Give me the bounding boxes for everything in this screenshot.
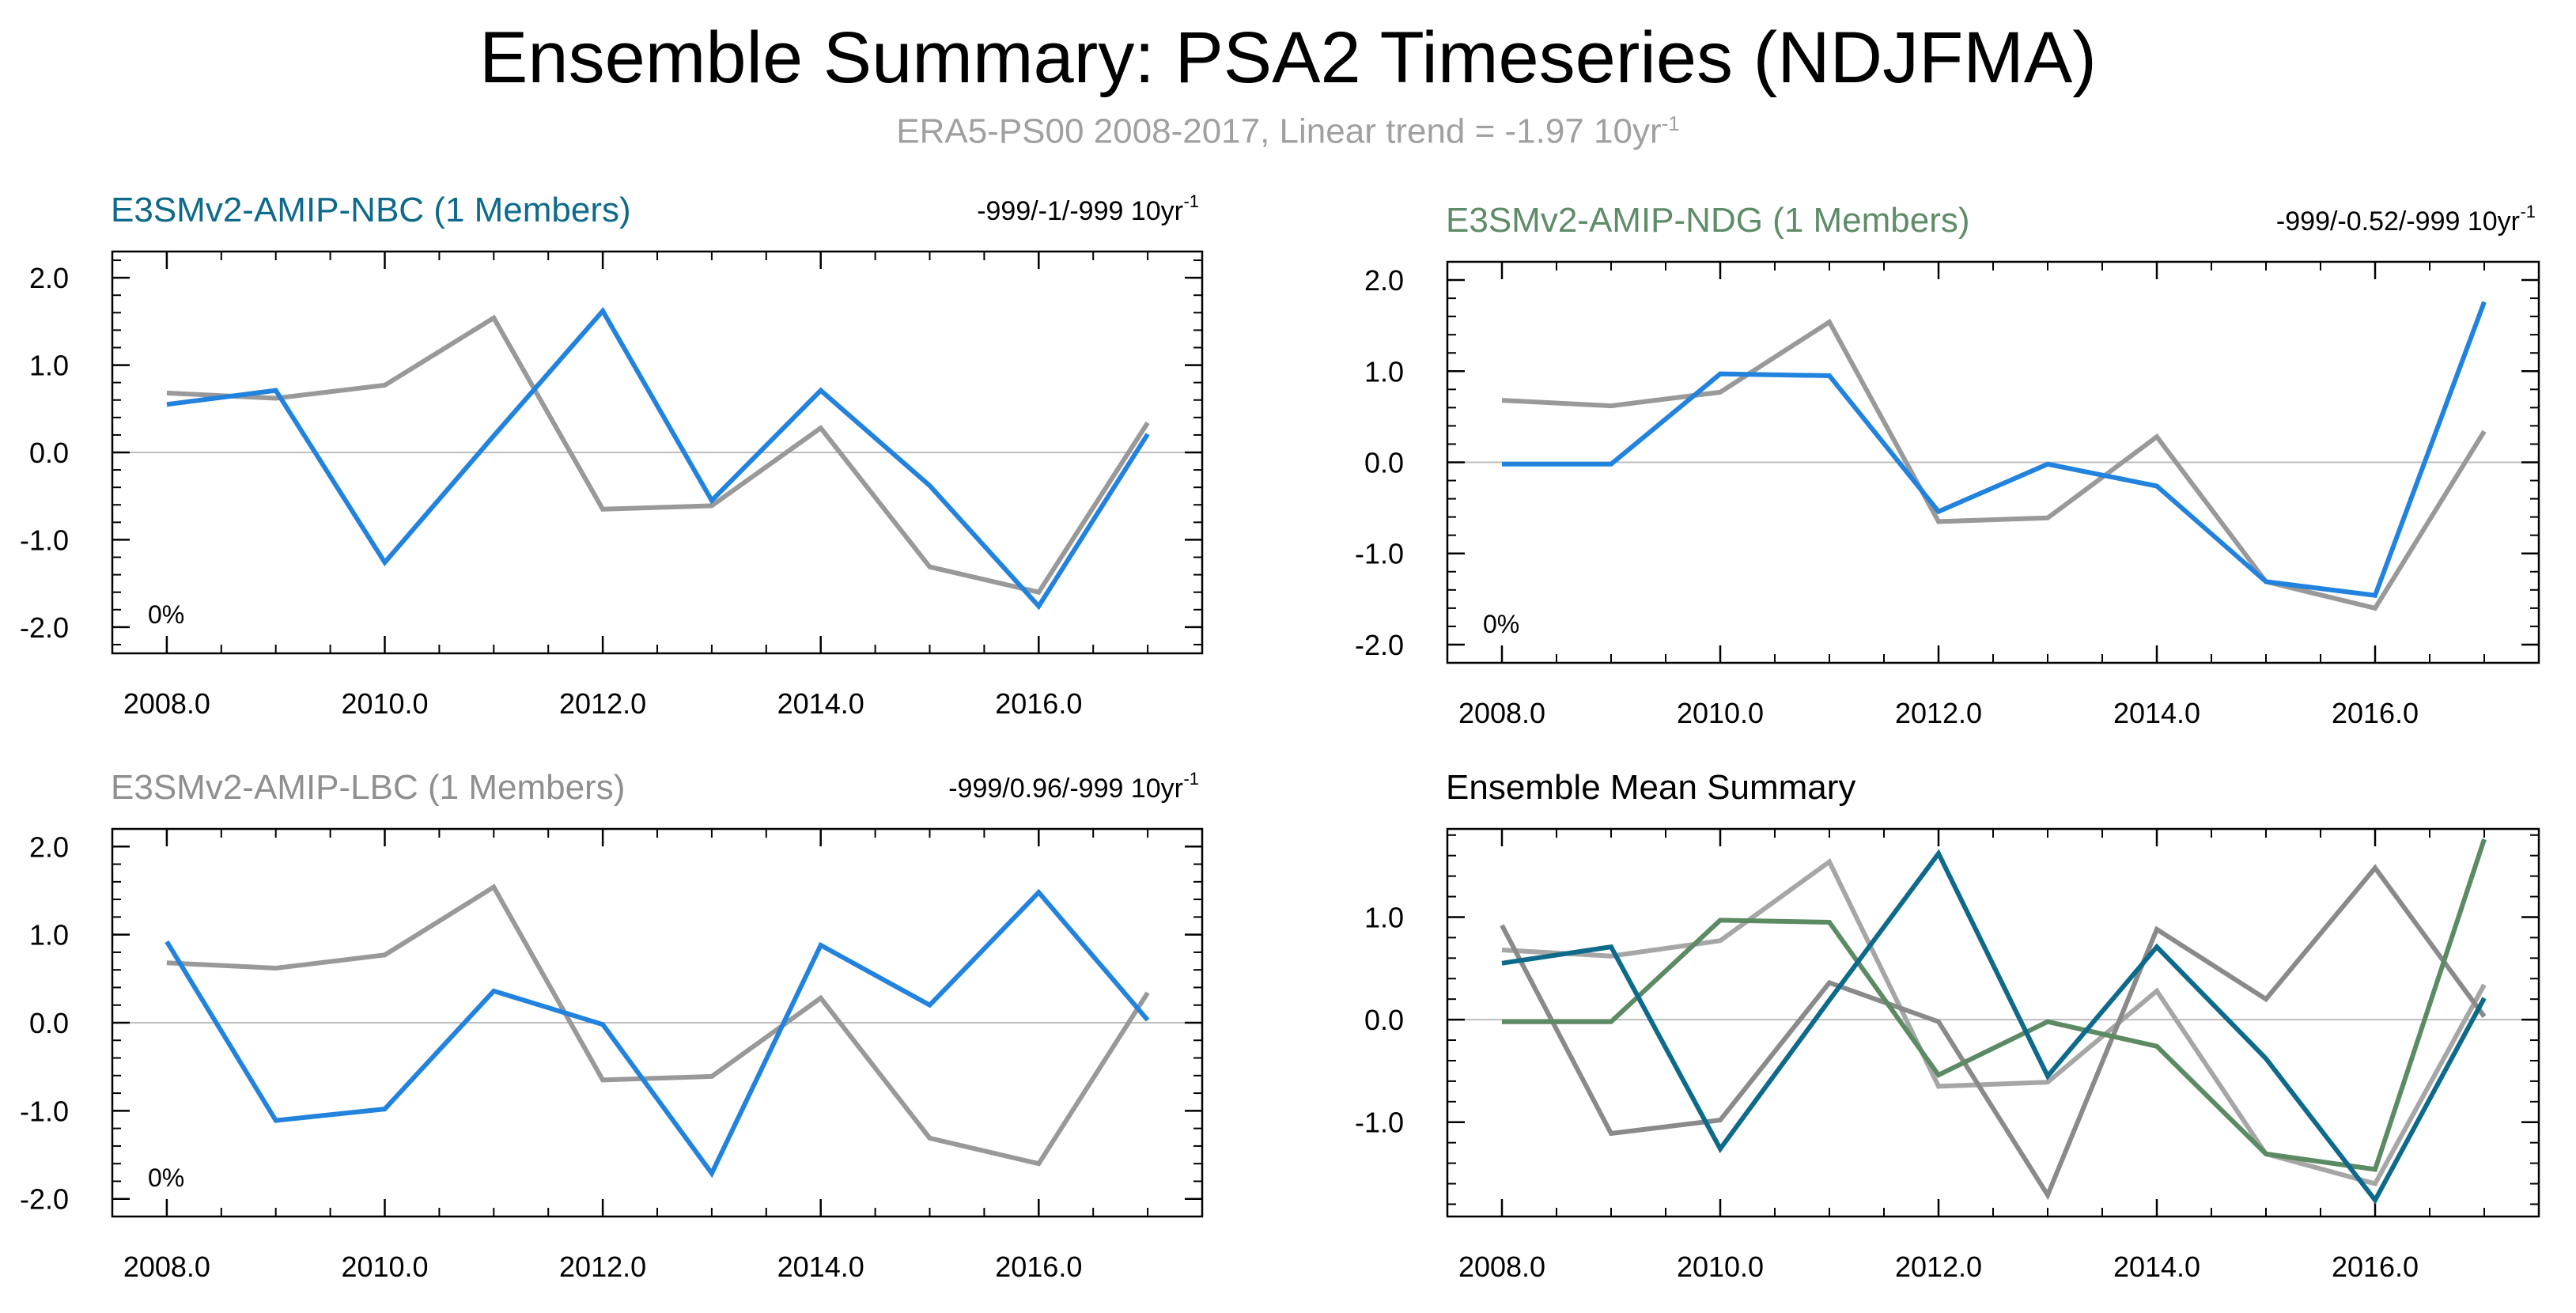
series-line bbox=[1501, 857, 2487, 1187]
panel-trend-superscript: -1 bbox=[1183, 191, 1199, 211]
x-tick-label: 2016.0 bbox=[2332, 1251, 2419, 1283]
subtitle-text: ERA5-PS00 2008-2017, Linear trend = -1.9… bbox=[896, 112, 1662, 151]
panel-title: E3SMv2-AMIP-LBC (1 Members) bbox=[111, 768, 625, 807]
x-tick-label: 2008.0 bbox=[1458, 1251, 1545, 1283]
x-tick-label: 2016.0 bbox=[995, 1251, 1082, 1283]
y-tick-label: 2.0 bbox=[29, 262, 69, 294]
panel-trend-superscript: -1 bbox=[2520, 202, 2536, 221]
series-line bbox=[1502, 301, 2487, 598]
x-tick-label: 2014.0 bbox=[777, 687, 864, 720]
plot-frame bbox=[111, 827, 1204, 1218]
y-tick-label: -2.0 bbox=[20, 1183, 69, 1216]
x-tick-label: 2010.0 bbox=[341, 687, 428, 720]
y-tick-label: 0.0 bbox=[29, 437, 69, 469]
panel-annotation: 0% bbox=[1483, 610, 1519, 638]
y-tick-label: -1.0 bbox=[20, 1095, 69, 1127]
panel-trend-label: -999/-1/-999 10yr bbox=[977, 196, 1183, 226]
x-tick-label: 2008.0 bbox=[1458, 697, 1545, 729]
y-tick-label: 1.0 bbox=[1364, 355, 1404, 388]
series-line bbox=[1501, 849, 2487, 1205]
y-tick-label: -1.0 bbox=[20, 524, 69, 556]
x-tick-label: 2014.0 bbox=[777, 1251, 864, 1283]
x-tick-label: 2012.0 bbox=[559, 687, 646, 720]
x-tick-label: 2016.0 bbox=[2332, 697, 2419, 729]
x-tick-label: 2014.0 bbox=[2113, 1251, 2200, 1283]
x-tick-label: 2008.0 bbox=[123, 687, 210, 720]
y-tick-label: 2.0 bbox=[29, 831, 69, 863]
panel-title: E3SMv2-AMIP-NBC (1 Members) bbox=[111, 191, 631, 229]
x-tick-label: 2014.0 bbox=[2113, 697, 2200, 729]
chart-panel-bottom-left: E3SMv2-AMIP-LBC (1 Members) -999/0.96/-99… bbox=[20, 768, 1204, 1283]
panel-trend-label: -999/0.96/-999 10yr bbox=[948, 774, 1183, 804]
panel-annotation: 0% bbox=[148, 1164, 184, 1192]
y-tick-label: 1.0 bbox=[29, 350, 69, 382]
plot-frame bbox=[1446, 260, 2540, 664]
figure-subtitle: ERA5-PS00 2008-2017, Linear trend = -1.9… bbox=[0, 101, 2576, 154]
x-tick-label: 2012.0 bbox=[559, 1251, 646, 1283]
panel-title: E3SMv2-AMIP-NDG (1 Members) bbox=[1446, 201, 1970, 240]
y-tick-label: -1.0 bbox=[1355, 538, 1404, 570]
plot-frame bbox=[111, 250, 1204, 655]
x-tick-label: 2012.0 bbox=[1895, 697, 1982, 729]
x-tick-label: 2010.0 bbox=[1677, 1251, 1764, 1283]
y-tick-label: 1.0 bbox=[1364, 901, 1404, 933]
panel-trend-superscript: -1 bbox=[1183, 769, 1199, 789]
panel-title: Ensemble Mean Summary bbox=[1446, 768, 1855, 807]
y-tick-label: -2.0 bbox=[1355, 629, 1404, 661]
x-tick-label: 2008.0 bbox=[123, 1251, 210, 1283]
y-tick-label: 1.0 bbox=[29, 919, 69, 952]
chart-panel-top-right: E3SMv2-AMIP-NDG (1 Members) -999/-0.52/-9… bbox=[1355, 201, 2540, 729]
y-tick-label: -1.0 bbox=[1355, 1107, 1404, 1139]
panel-annotation: 0% bbox=[148, 600, 184, 629]
series-line bbox=[1500, 864, 2487, 1201]
y-tick-label: -2.0 bbox=[20, 611, 69, 644]
x-tick-label: 2016.0 bbox=[995, 687, 1082, 720]
x-tick-label: 2010.0 bbox=[341, 1251, 428, 1283]
series-line bbox=[165, 888, 1150, 1179]
series-line bbox=[166, 306, 1150, 611]
x-tick-label: 2012.0 bbox=[1895, 1251, 1982, 1283]
chart-panel-top-left: E3SMv2-AMIP-NBC (1 Members) -999/-1/-999 … bbox=[20, 191, 1204, 720]
figure-title: Ensemble Summary: PSA2 Timeseries (NDJFM… bbox=[479, 17, 2097, 98]
panel-trend-label: -999/-0.52/-999 10yr bbox=[2276, 206, 2520, 236]
y-tick-label: 0.0 bbox=[1364, 1004, 1404, 1036]
y-tick-label: 2.0 bbox=[1364, 264, 1404, 297]
x-tick-label: 2010.0 bbox=[1677, 697, 1764, 729]
chart-panel-bottom-right: Ensemble Mean Summary -1.0 0.0 1.0 2008.0 201… bbox=[1355, 768, 2540, 1283]
series-line bbox=[1502, 838, 2487, 1172]
series-line bbox=[166, 314, 1150, 596]
series-line bbox=[1501, 318, 2487, 611]
subtitle-superscript: -1 bbox=[1661, 112, 1680, 135]
y-tick-label: 0.0 bbox=[29, 1007, 69, 1039]
plot-frame bbox=[1446, 827, 2540, 1218]
series-line bbox=[166, 884, 1150, 1167]
y-tick-label: 0.0 bbox=[1364, 447, 1404, 479]
